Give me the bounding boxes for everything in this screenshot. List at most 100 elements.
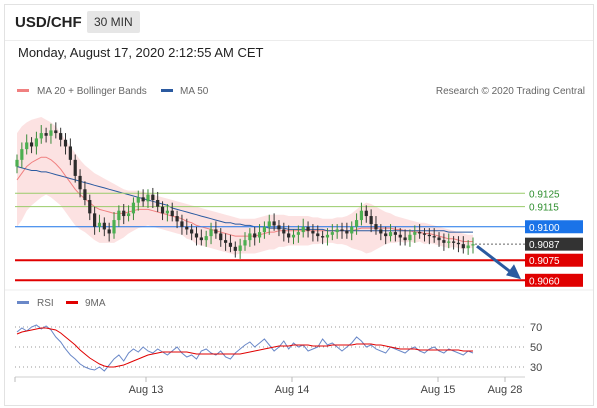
candle-body (321, 236, 325, 238)
candle-body (204, 236, 208, 241)
rsi-legend-swatch (17, 301, 29, 304)
candle-body (88, 199, 92, 214)
candle-body (194, 233, 199, 238)
level-label-0.9087: 0.9087 (529, 240, 560, 251)
candle-body (160, 206, 165, 214)
timeframe-button[interactable]: 30 MIN (87, 11, 140, 33)
candle-body (262, 226, 267, 233)
candle-body (180, 221, 184, 227)
candle-body (291, 234, 296, 238)
candle-body (83, 189, 87, 200)
candle-body (54, 130, 58, 134)
candle-body (151, 194, 155, 200)
x-axis-ticks: Aug 13 Aug 14 Aug 15 Aug 28 (14, 377, 523, 396)
candle-body (112, 220, 116, 234)
candle-body (44, 133, 48, 136)
candle-body (97, 222, 102, 227)
chart-header: USD/CHF 30 MIN (5, 5, 593, 41)
candle-body (364, 210, 368, 217)
candle-body (287, 233, 291, 238)
candle-body (25, 142, 29, 150)
candle-body (461, 244, 465, 249)
candle-body (316, 233, 320, 237)
forecast-arrow-line (476, 244, 512, 274)
candle-body (335, 229, 339, 233)
ma50-line (16, 166, 473, 233)
candle-body (408, 234, 412, 241)
candle-body (398, 234, 402, 238)
candle-body (350, 226, 354, 234)
candle-body (156, 199, 160, 207)
candle-body (190, 229, 194, 234)
candle-body (282, 229, 286, 234)
candle-body (73, 159, 77, 176)
candle-body (117, 210, 121, 221)
candle-body (243, 240, 247, 246)
candle-body (175, 216, 179, 222)
level-label-0.9075: 0.9075 (529, 256, 560, 267)
candle-body (209, 229, 213, 237)
level-tag-0.9100 (525, 220, 583, 234)
candle-body (126, 213, 131, 217)
candle-body (257, 232, 262, 238)
candle-body (369, 216, 373, 225)
candle-body (122, 210, 126, 217)
ma50-legend-label: MA 50 (180, 86, 209, 97)
candle-body (214, 229, 218, 234)
rsi-legend-label: RSI (37, 298, 54, 309)
candle-body (228, 242, 233, 247)
candle-body (442, 240, 446, 243)
candle-body (15, 159, 19, 167)
ma9-legend-label: 9MA (85, 298, 106, 309)
candle-body (451, 241, 456, 243)
x-tick-label: Aug 13 (129, 384, 164, 396)
candle-body (238, 245, 242, 251)
candle-body (447, 241, 451, 243)
rsi-line (16, 324, 474, 372)
candle-body (170, 210, 174, 217)
chart-widget: USD/CHF 30 MIN Monday, August 17, 2020 2… (4, 4, 594, 406)
level-label-0.9115: 0.9115 (529, 203, 559, 214)
candle-body (413, 232, 417, 235)
level-tag-0.9060 (525, 273, 583, 287)
candle-body (102, 222, 106, 230)
price-plot-area: 0.9125 0.9115 0.9100 0.9087 0.9075 0.9060 (15, 117, 583, 287)
candle-body (253, 233, 257, 238)
ma-bb-legend-label: MA 20 + Bollinger Bands (37, 86, 147, 97)
ma9-line (16, 327, 473, 368)
candle-body (354, 220, 359, 227)
candle-body (185, 226, 189, 230)
candle-body (330, 232, 334, 235)
x-tick-label: Aug 28 (488, 384, 523, 396)
level-tag-0.9075 (525, 253, 583, 267)
candle-body (418, 232, 422, 234)
level-tag-0.9087 (525, 237, 583, 251)
candle-body (199, 237, 203, 241)
candle-body (49, 130, 53, 136)
candle-body (471, 244, 475, 246)
candle-body (131, 202, 136, 214)
candle-body (384, 233, 388, 237)
price-chart-svg: MA 20 + Bollinger Bands MA 50 Research ©… (5, 86, 593, 396)
rsi-tick-30: 30 (530, 362, 542, 374)
candle-body (432, 236, 436, 238)
x-tick-label: Aug 15 (421, 384, 456, 396)
rsi-plot-area: 70 50 30 (15, 322, 542, 374)
candle-body (340, 229, 344, 231)
candle-body (141, 197, 145, 202)
candle-body (359, 210, 364, 221)
x-tick-label: Aug 14 (275, 384, 310, 396)
candle-body (388, 232, 393, 237)
ma9-legend-swatch (66, 301, 78, 304)
rsi-tick-50: 50 (530, 342, 542, 354)
candle-body (456, 242, 461, 245)
candle-body (63, 139, 68, 147)
candle-body (311, 230, 315, 234)
candle-body (78, 175, 82, 190)
candle-body (325, 234, 330, 238)
ma50-legend-swatch (161, 89, 173, 92)
candle-body (20, 149, 24, 160)
candle-body (267, 221, 271, 227)
candle-body (146, 194, 150, 202)
candle-body (59, 133, 63, 140)
